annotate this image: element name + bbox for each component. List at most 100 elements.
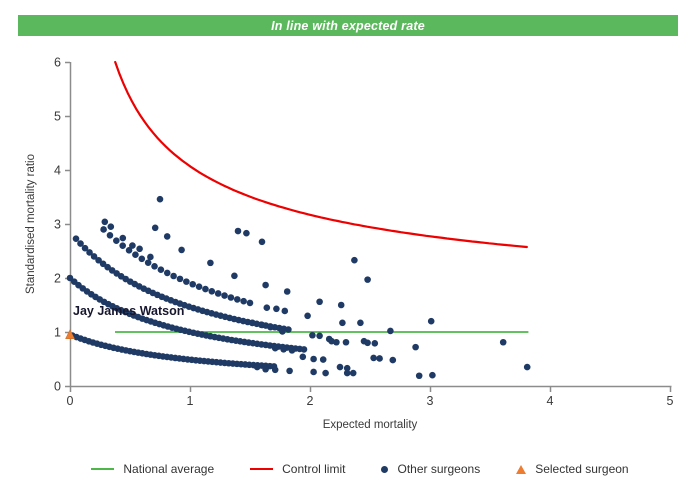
surgeon-dot[interactable] — [351, 256, 358, 264]
surgeon-dot[interactable] — [246, 299, 254, 307]
surgeon-dot[interactable] — [316, 298, 323, 306]
surgeon-dot[interactable] — [86, 249, 93, 256]
surgeon-dot[interactable] — [119, 242, 126, 249]
surgeon-dot[interactable] — [258, 321, 266, 329]
surgeon-dot[interactable] — [240, 297, 247, 305]
surgeon-dot[interactable] — [357, 319, 364, 327]
surgeon-dot[interactable] — [271, 344, 279, 352]
surgeon-dot[interactable] — [119, 234, 127, 242]
surgeon-dot[interactable] — [299, 353, 307, 361]
surgeon-dot[interactable] — [183, 278, 190, 285]
surgeon-dot[interactable] — [66, 274, 74, 282]
surgeon-dot[interactable] — [271, 366, 279, 374]
surgeon-dot[interactable] — [263, 304, 271, 312]
surgeon-dot[interactable] — [163, 233, 171, 240]
surgeon-dot[interactable] — [371, 340, 379, 347]
surgeon-dot[interactable] — [243, 229, 250, 237]
surgeon-dot[interactable] — [138, 255, 146, 263]
surgeon-dot[interactable] — [136, 245, 143, 253]
surgeon-dot[interactable] — [234, 227, 242, 235]
surgeon-dot[interactable] — [523, 363, 531, 371]
surgeon-dot[interactable] — [202, 285, 209, 293]
surgeon-dot[interactable] — [81, 244, 89, 252]
surgeon-dot[interactable] — [364, 276, 371, 283]
surgeon-dot[interactable] — [262, 365, 269, 373]
surgeon-dot[interactable] — [342, 338, 350, 346]
surgeon-dot[interactable] — [364, 339, 371, 347]
surgeon-dot[interactable] — [304, 312, 311, 320]
surgeon-dot[interactable] — [125, 247, 133, 254]
surgeon-dot[interactable] — [227, 294, 235, 301]
surgeon-dot[interactable] — [90, 253, 98, 260]
surgeon-dot[interactable] — [389, 356, 397, 364]
surgeon-dot[interactable] — [412, 343, 419, 351]
surgeon-dot[interactable] — [101, 218, 109, 226]
surgeon-dot[interactable] — [387, 327, 394, 335]
surgeon-dot[interactable] — [132, 251, 139, 259]
surgeon-dot[interactable] — [429, 371, 436, 379]
surgeon-dot[interactable] — [95, 256, 102, 264]
surgeon-dot[interactable] — [499, 338, 507, 346]
surgeon-dot[interactable] — [77, 240, 84, 247]
surgeon-dot[interactable] — [322, 369, 329, 377]
surgeon-dot[interactable] — [376, 355, 383, 362]
surgeon-dot[interactable] — [281, 307, 289, 315]
surgeon-dot[interactable] — [147, 253, 154, 261]
selected-surgeon-marker[interactable] — [65, 329, 75, 339]
surgeon-dot[interactable] — [170, 272, 177, 280]
surgeon-dot[interactable] — [309, 331, 316, 339]
surgeon-dot[interactable] — [99, 260, 107, 268]
surgeon-dot[interactable] — [349, 369, 357, 377]
surgeon-dot[interactable] — [221, 292, 228, 299]
surgeon-dot[interactable] — [319, 356, 327, 363]
surgeon-dot[interactable] — [195, 283, 203, 291]
surgeon-dot[interactable] — [178, 246, 185, 254]
surgeon-dot[interactable] — [208, 288, 216, 295]
surgeon-dot[interactable] — [339, 319, 346, 327]
surgeon-dot[interactable] — [279, 328, 286, 335]
surgeon-dot[interactable] — [343, 364, 351, 372]
surgeon-dot[interactable] — [107, 223, 115, 230]
surgeon-dot[interactable] — [231, 272, 238, 280]
surgeon-dot[interactable] — [336, 363, 344, 371]
surgeon-dot[interactable] — [214, 290, 222, 297]
surgeon-dot[interactable] — [144, 259, 152, 266]
surgeon-dot[interactable] — [151, 224, 159, 232]
surgeon-dot[interactable] — [280, 345, 287, 353]
surgeon-dot[interactable] — [415, 372, 423, 380]
surgeon-dot[interactable] — [333, 338, 340, 346]
surgeon-dot[interactable] — [106, 231, 114, 239]
surgeon-dot[interactable] — [300, 346, 308, 353]
surgeon-dot[interactable] — [283, 288, 291, 295]
surgeon-dot[interactable] — [310, 368, 317, 376]
surgeon-dot[interactable] — [72, 235, 80, 243]
surgeon-dot[interactable] — [207, 259, 214, 267]
surgeon-dot[interactable] — [129, 242, 136, 249]
surgeon-dot[interactable] — [288, 347, 296, 354]
surgeon-dot[interactable] — [427, 317, 435, 325]
surgeon-dot[interactable] — [156, 195, 164, 203]
surgeon-dot[interactable] — [285, 326, 292, 333]
surgeon-dot[interactable] — [151, 262, 158, 270]
surgeon-dot[interactable] — [113, 237, 120, 244]
surgeon-dot[interactable] — [273, 305, 280, 313]
surgeon-dot[interactable] — [189, 280, 197, 288]
surgeon-dot[interactable] — [343, 369, 351, 377]
surgeon-dot[interactable] — [163, 269, 171, 277]
surgeon-dot[interactable] — [370, 354, 377, 362]
surgeon-dot[interactable] — [337, 301, 345, 309]
surgeon-dot[interactable] — [258, 238, 266, 246]
x-axis-tick-label: 2 — [307, 394, 314, 408]
surgeon-dot[interactable] — [316, 332, 323, 340]
surgeon-dot[interactable] — [310, 355, 317, 363]
surgeon-dot[interactable] — [262, 281, 269, 289]
surgeon-dot[interactable] — [253, 363, 261, 371]
surgeon-dot[interactable] — [157, 266, 165, 274]
surgeon-dot[interactable] — [100, 226, 107, 233]
surgeon-dot[interactable] — [249, 319, 256, 327]
surgeon-dot[interactable] — [233, 296, 241, 303]
surgeon-dot[interactable] — [267, 323, 274, 331]
surgeon-dot[interactable] — [286, 367, 293, 375]
surgeon-dot[interactable] — [176, 275, 184, 283]
